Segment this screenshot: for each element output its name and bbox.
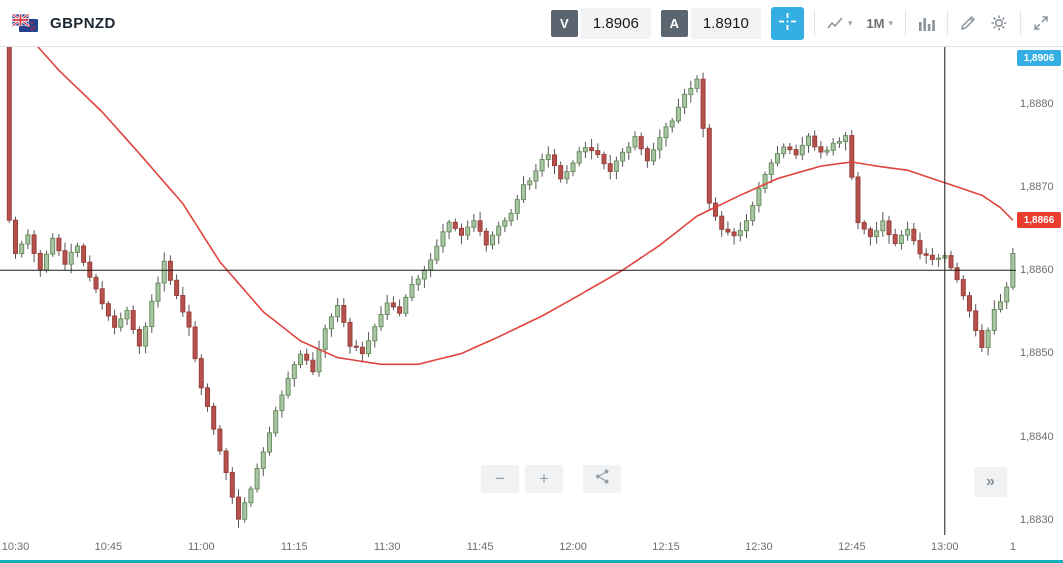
sell-tag: V	[550, 9, 578, 37]
settings-button[interactable]	[988, 10, 1010, 36]
indicators-button[interactable]	[916, 12, 937, 35]
time-axis-label: 12:30	[745, 541, 773, 553]
time-axis-label: 11:15	[280, 541, 308, 553]
time-axis-label: 10:30	[1, 541, 30, 553]
expand-panel-button[interactable]: »	[974, 467, 1007, 497]
time-axis-label: 12:00	[559, 541, 587, 553]
current-price-badge: 1,8906	[1017, 50, 1061, 66]
toolbar-divider	[813, 10, 815, 36]
price-axis-label: 1,8850	[1020, 347, 1054, 360]
price-axis-label: 1,8830	[1020, 514, 1054, 526]
buy-quote: A 1.8910	[660, 7, 761, 39]
gear-icon	[990, 14, 1008, 32]
drawing-tools-button[interactable]	[958, 11, 978, 35]
zoom-in-button[interactable]: +	[525, 465, 563, 493]
timeframe-dropdown[interactable]: 1M ▾	[864, 12, 895, 35]
time-axis-label: 13:00	[930, 541, 959, 553]
buy-tag: A	[660, 9, 688, 37]
toolbar-controls: V 1.8906 A 1.8910	[550, 6, 1051, 40]
toolbar-divider	[947, 10, 948, 36]
crosshair-button[interactable]	[770, 6, 804, 40]
bottom-accent-bar	[0, 560, 1063, 563]
share-button[interactable]	[583, 465, 621, 493]
toolbar-divider	[905, 10, 906, 36]
crosshair-icon	[778, 12, 797, 34]
bars-icon	[918, 16, 935, 31]
sell-quote: V 1.8906	[550, 7, 651, 39]
expand-arrows-icon	[1033, 15, 1049, 31]
toolbar-divider	[1020, 10, 1021, 36]
zoom-controls: − +	[481, 465, 621, 493]
price-chart-canvas[interactable]	[0, 47, 1016, 535]
share-icon	[595, 469, 610, 489]
price-axis[interactable]: 1,8906 1,8866 1,8880 1,8870 1,8860 1,8850 1,…	[1016, 47, 1063, 535]
zoom-out-button[interactable]: −	[481, 465, 519, 493]
instrument-header[interactable]: GBPNZD	[12, 14, 116, 32]
price-axis-label: 1,8840	[1020, 430, 1054, 443]
chart-toolbar: GBPNZD V 1.8906 A 1.8910	[0, 0, 1063, 47]
time-axis-label: 1	[1009, 541, 1016, 553]
buy-price-value[interactable]: 1.8910	[690, 7, 761, 39]
price-axis-label: 1,8860	[1020, 264, 1054, 277]
time-axis-label: 12:15	[652, 541, 680, 553]
chevron-down-icon: ▾	[847, 17, 853, 28]
chart-area: 1,8906 1,8866 1,8880 1,8870 1,8860 1,8850 1,…	[0, 47, 1063, 563]
time-axis[interactable]: 10:30 10:45 11:00 11:15 11:30 11:45 12:00 12:15…	[0, 535, 1063, 560]
pencil-icon	[960, 15, 976, 31]
chart-type-button[interactable]: ▾	[825, 12, 855, 34]
ma-value-badge: 1,8866	[1017, 212, 1061, 229]
instrument-name: GBPNZD	[50, 14, 116, 32]
sell-price-value[interactable]: 1.8906	[580, 7, 651, 39]
time-axis-label: 11:45	[466, 541, 494, 553]
time-axis-label: 10:45	[94, 541, 123, 553]
timeframe-label: 1M	[866, 15, 885, 31]
fullscreen-button[interactable]	[1031, 11, 1051, 35]
line-chart-icon	[827, 16, 844, 30]
chevron-down-icon: ▾	[888, 17, 893, 28]
gbpnzd-flag-icon	[12, 14, 38, 32]
price-axis-label: 1,8870	[1020, 180, 1054, 193]
time-axis-label: 11:30	[373, 541, 401, 553]
time-axis-label: 12:45	[838, 541, 866, 553]
price-axis-label: 1,8880	[1020, 97, 1054, 110]
time-axis-label: 11:00	[187, 541, 215, 553]
